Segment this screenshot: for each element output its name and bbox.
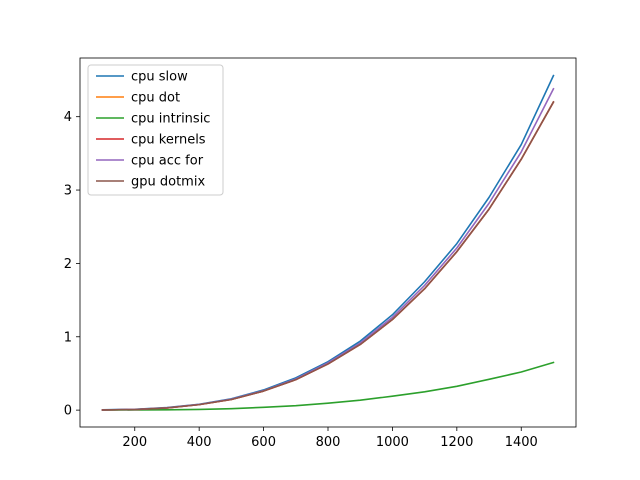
y-tick-label: 3 <box>64 184 72 199</box>
y-axis: 0 1 2 3 4 <box>64 110 80 419</box>
legend-label: cpu kernels <box>131 133 206 148</box>
x-axis: 200 400 600 800 1000 1200 1400 <box>122 427 538 450</box>
legend-label: cpu intrinsic <box>131 112 210 127</box>
legend-label: cpu slow <box>131 70 188 85</box>
axes-frame <box>79 57 577 428</box>
y-tick-label: 0 <box>64 404 72 419</box>
series-line-gpu-dotmix <box>101 100 555 411</box>
series-line-cpu-intrinsic <box>101 361 555 411</box>
legend-label: cpu acc for <box>131 154 204 169</box>
y-tick-label: 4 <box>64 110 72 125</box>
x-tick-label: 800 <box>316 435 341 450</box>
x-tick-label: 1400 <box>505 435 538 450</box>
legend-label: gpu dotmix <box>131 175 205 190</box>
x-tick-label: 1000 <box>376 435 409 450</box>
y-tick-label: 2 <box>64 257 72 272</box>
x-tick-label: 400 <box>187 435 212 450</box>
legend-label: cpu dot <box>131 91 180 106</box>
y-tick-label: 1 <box>64 330 72 345</box>
x-tick-label: 1200 <box>440 435 473 450</box>
x-tick-label: 200 <box>122 435 147 450</box>
legend: cpu slow cpu dot cpu intrinsic cpu kernels c… <box>87 64 224 196</box>
series-layer <box>101 74 555 411</box>
x-tick-label: 600 <box>251 435 276 450</box>
